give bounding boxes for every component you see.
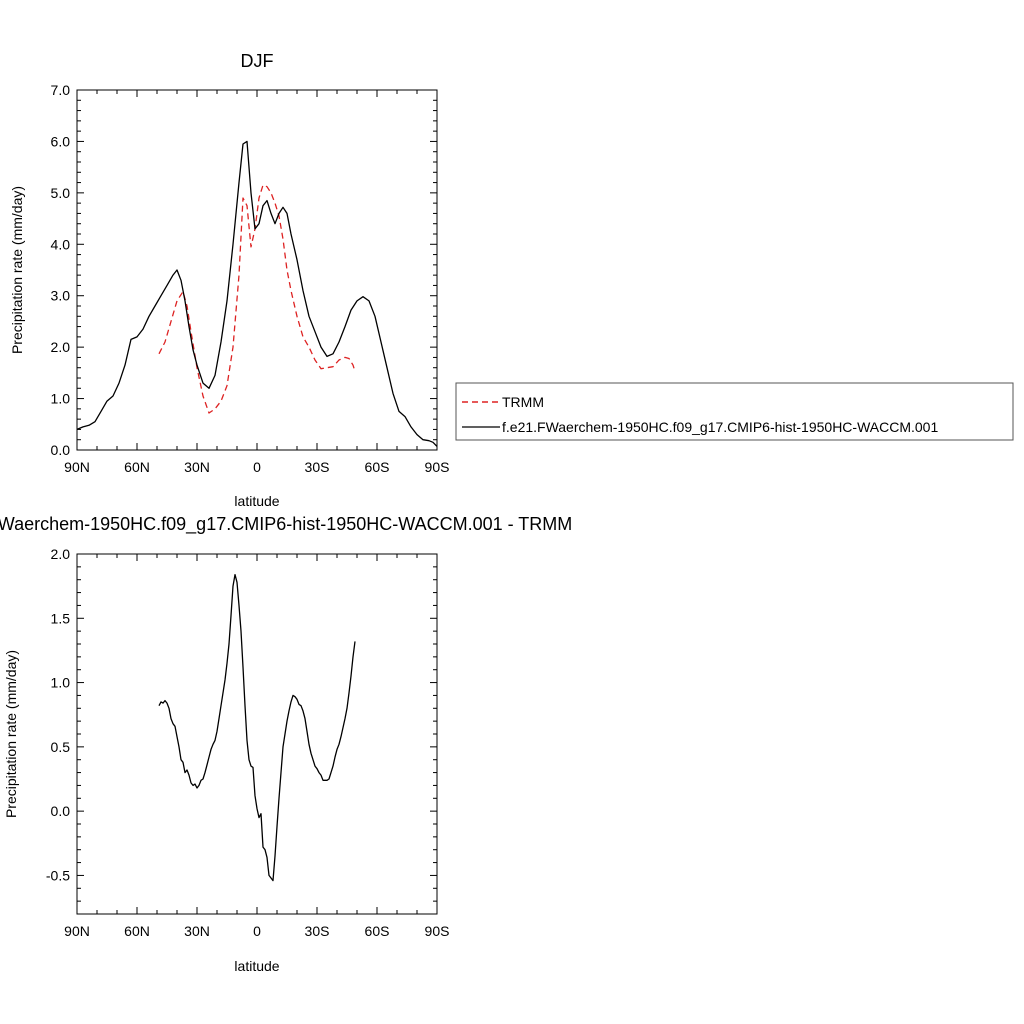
chart-title: DJF: [241, 51, 274, 71]
y-tick-label: 2.0: [51, 546, 71, 562]
legend-label-model: f.e21.FWaerchem-1950HC.f09_g17.CMIP6-his…: [502, 419, 938, 435]
y-tick-label: 0.0: [51, 803, 71, 819]
x-tick-label: 30N: [184, 923, 210, 939]
djf-precip-chart: DJF 0.0 1.0 2.0 3.0 4.0 5.0 6.0 7.0 90N 60N 30N 0 3…: [9, 51, 449, 509]
x-tick-label: 60N: [124, 459, 150, 475]
x-tick-label: 30S: [305, 459, 330, 475]
legend-box: [455, 382, 1014, 441]
x-tick-label: 0: [253, 923, 261, 939]
series-lines: [158, 573, 356, 882]
y-axis-label: Precipitation rate (mm/day): [3, 650, 19, 818]
y-tick-labels: -0.5 0.0 0.5 1.0 1.5 2.0: [46, 546, 70, 883]
y-tick-label: 4.0: [51, 236, 71, 252]
x-tick-labels: 90N 60N 30N 0 30S 60S 90S: [64, 923, 449, 939]
y-tick-labels: 0.0 1.0 2.0 3.0 4.0 5.0 6.0 7.0: [51, 82, 71, 458]
legend-label-trmm: TRMM: [502, 394, 544, 410]
y-tick-label: 6.0: [51, 133, 71, 149]
x-tick-label: 90S: [425, 459, 450, 475]
x-tick-labels: 90N 60N 30N 0 30S 60S 90S: [64, 459, 449, 475]
x-tick-label: 60N: [124, 923, 150, 939]
y-tick-label: -0.5: [46, 867, 70, 883]
difference-chart: f.e21.FWaerchem-1950HC.f09_g17.CMIP6-his…: [0, 514, 572, 974]
x-tick-label: 60S: [365, 923, 390, 939]
x-tick-label: 30N: [184, 459, 210, 475]
x-tick-label: 0: [253, 459, 261, 475]
series-line-difference: [158, 573, 356, 882]
y-tick-label: 7.0: [51, 82, 71, 98]
y-tick-label: 0.0: [51, 442, 71, 458]
y-tick-label: 1.0: [51, 391, 71, 407]
y-tick-label: 3.0: [51, 288, 71, 304]
chart-title: f.e21.FWaerchem-1950HC.f09_g17.CMIP6-his…: [0, 514, 572, 535]
x-tick-label: 90S: [425, 923, 450, 939]
x-tick-label: 30S: [305, 923, 330, 939]
series-line-model: [76, 140, 438, 447]
series-line-trmm: [158, 184, 356, 414]
x-axis-label: latitude: [234, 958, 279, 974]
plot-frame: [76, 553, 438, 915]
y-tick-label: 5.0: [51, 185, 71, 201]
y-tick-label: 0.5: [51, 739, 71, 755]
x-axis-label: latitude: [234, 493, 279, 509]
y-axis-label: Precipitation rate (mm/day): [9, 186, 25, 354]
x-tick-label: 90N: [64, 459, 90, 475]
axis-ticks: [76, 553, 438, 915]
y-tick-label: 1.0: [51, 675, 71, 691]
legend: TRMM f.e21.FWaerchem-1950HC.f09_g17.CMIP…: [455, 382, 1014, 441]
series-lines: [76, 140, 438, 447]
y-tick-label: 1.5: [51, 610, 71, 626]
y-tick-label: 2.0: [51, 339, 71, 355]
axis-ticks: [76, 89, 438, 451]
plot-frame: [76, 89, 438, 451]
x-tick-label: 60S: [365, 459, 390, 475]
x-tick-label: 90N: [64, 923, 90, 939]
